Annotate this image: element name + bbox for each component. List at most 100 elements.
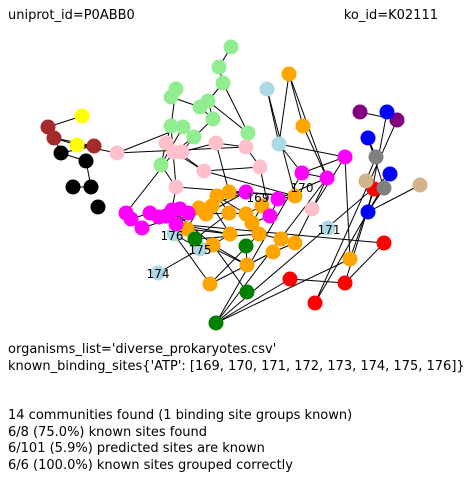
graph-node-red xyxy=(376,235,392,251)
graph-node-orange xyxy=(265,244,281,260)
graph-node-pink xyxy=(168,179,184,195)
graph-node-orange xyxy=(273,231,289,247)
graph-node-lightgreen xyxy=(223,39,239,55)
graph-node-purple xyxy=(352,104,368,120)
graph-edge xyxy=(302,125,328,179)
graph-nodes xyxy=(40,39,428,331)
graph-node-magenta xyxy=(262,208,278,224)
metadata-block: organisms_list='diverse_prokaryotes.csv'… xyxy=(8,342,465,375)
graph-node-blue xyxy=(382,166,398,182)
graph-node-black xyxy=(78,153,94,169)
node-label-171: 171 xyxy=(318,223,341,237)
graph-edge xyxy=(212,244,248,293)
graph-node-orange xyxy=(222,226,238,242)
graph-edge xyxy=(215,142,230,193)
graph-edge xyxy=(301,156,346,174)
graph-node-lightgreen xyxy=(163,118,179,134)
graph-edge xyxy=(289,278,346,284)
graph-node-lightgreen xyxy=(186,129,202,145)
node-label-174: 174 xyxy=(147,267,170,281)
graph-node-orange xyxy=(244,215,260,231)
known-sites-grouped-text: 6/6 (100.0%) known sites grouped correct… xyxy=(8,457,293,473)
graph-edge xyxy=(367,184,421,213)
graph-node-orange xyxy=(202,276,218,292)
graph-edge xyxy=(207,100,249,134)
communities-found-text: 14 communities found (1 binding site gro… xyxy=(8,408,353,423)
graph-node-pink xyxy=(252,159,268,175)
graph-node-yellow xyxy=(69,137,85,153)
graph-edge xyxy=(344,156,351,260)
graph-node-black xyxy=(90,199,106,215)
graph-node-lightgreen xyxy=(211,59,227,75)
graph-node-pink xyxy=(174,144,190,160)
graph-node-blue xyxy=(379,104,395,120)
organisms-list-text: organisms_list='diverse_prokaryotes.csv' xyxy=(8,342,277,357)
graph-node-orange xyxy=(221,184,237,200)
graph-node-blue xyxy=(360,130,376,146)
graph-node-lightgreen xyxy=(240,125,256,141)
graph-node-gray xyxy=(368,149,384,165)
stats-block: 14 communities found (1 binding site gro… xyxy=(8,408,352,474)
graph-node-orange xyxy=(287,235,303,251)
graph-edge xyxy=(215,258,351,324)
graph-node-orange xyxy=(287,188,303,204)
graph-node-red xyxy=(282,271,298,287)
graph-node-magenta xyxy=(319,170,335,186)
known-binding-sites-text: known_binding_sites{'ATP': [169, 170, 17… xyxy=(8,358,465,374)
graph-node-tan xyxy=(358,173,374,189)
graph-node-green xyxy=(187,231,203,247)
graph-node-pink xyxy=(238,139,254,155)
graph-node-red xyxy=(337,275,353,291)
graph-node-orange xyxy=(239,257,255,273)
graph-node-labels: 169 170 171 176 175 174 xyxy=(147,181,341,281)
graph-node-lightblue xyxy=(320,220,336,236)
graph-node-lightgreen xyxy=(163,89,179,105)
graph-node-green xyxy=(239,284,255,300)
graph-node-magenta xyxy=(180,205,196,221)
graph-node-lightgreen xyxy=(192,99,208,115)
graph-node-orange xyxy=(254,198,270,214)
graph-node-pink xyxy=(109,145,125,161)
graph-node-yellow xyxy=(74,108,90,124)
graph-node-magenta xyxy=(337,149,353,165)
graph-edge xyxy=(344,242,385,284)
graph-node-magenta xyxy=(123,211,139,227)
graph-node-red xyxy=(307,295,323,311)
graph-node-orange xyxy=(342,251,358,267)
graph-edge xyxy=(222,82,249,134)
graph-node-orange xyxy=(251,226,267,242)
graph-node-blue xyxy=(360,204,376,220)
node-label-175: 175 xyxy=(189,243,212,257)
graph-node-lightgreen xyxy=(205,111,221,127)
graph-node-brown xyxy=(40,119,56,135)
graph-node-lightgreen xyxy=(153,157,169,173)
graph-edge xyxy=(157,248,201,274)
graph-node-pink xyxy=(208,135,224,151)
node-label-170: 170 xyxy=(291,181,314,195)
graph-node-magenta xyxy=(238,184,254,200)
graph-node-purple xyxy=(389,112,405,128)
graph-edge xyxy=(288,73,304,127)
graph-node-lightblue xyxy=(259,81,275,97)
graph-edge xyxy=(203,166,261,172)
graph-node-tan xyxy=(412,177,428,193)
graph-node-brown xyxy=(46,130,62,146)
graph-edge xyxy=(278,73,290,145)
graph-node-orange xyxy=(221,205,237,221)
graph-node-green xyxy=(238,238,254,254)
graph-edge xyxy=(173,233,211,285)
graph-edge xyxy=(277,177,328,200)
graph-node-gray xyxy=(376,180,392,196)
graph-edge xyxy=(215,278,291,324)
graph-edge xyxy=(314,119,398,304)
graph-node-black xyxy=(65,179,81,195)
graph-node-black xyxy=(53,145,69,161)
ko-id-label: ko_id=K02111 xyxy=(343,8,438,23)
graph-node-lightgreen xyxy=(175,119,191,135)
graph-node-orange xyxy=(281,66,297,82)
uniprot-id-label: uniprot_id=P0ABB0 xyxy=(8,8,135,23)
graph-node-magenta xyxy=(134,220,150,236)
graph-node-lightblue xyxy=(150,265,166,281)
graph-edge xyxy=(215,172,303,324)
graph-node-orange xyxy=(205,237,221,253)
